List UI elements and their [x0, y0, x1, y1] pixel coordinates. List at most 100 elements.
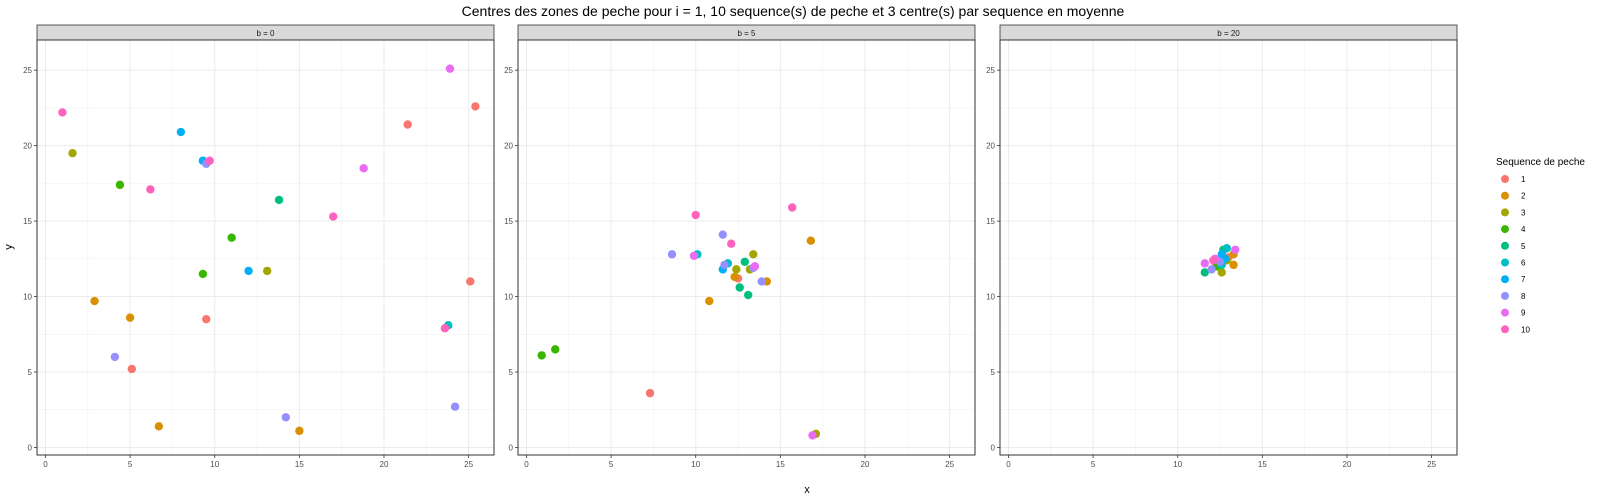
data-point — [720, 260, 729, 270]
legend-key — [1501, 258, 1509, 267]
facet-panel-2: b = 20 0 5 10 15 20 25 0 5 10 15 20 25 — [986, 24, 1458, 469]
data-point — [440, 324, 450, 333]
chart-title: Centres des zones de peche pour i = 1, 1… — [462, 3, 1125, 19]
data-point — [806, 236, 816, 245]
data-point — [110, 352, 120, 362]
legend-label: 5 — [1521, 242, 1526, 251]
legend-label: 1 — [1521, 175, 1526, 184]
x-tick-label: 25 — [1427, 460, 1436, 469]
data-point — [1200, 259, 1210, 268]
data-point — [1217, 268, 1226, 277]
data-point — [732, 265, 741, 274]
data-point — [691, 210, 700, 220]
data-point — [551, 345, 560, 354]
y-tick-label: 15 — [504, 217, 513, 226]
y-tick-label: 20 — [504, 142, 513, 151]
data-point — [667, 250, 677, 259]
data-point — [750, 262, 760, 271]
panel-border — [36, 39, 495, 456]
x-tick-label: 10 — [1173, 460, 1182, 469]
y-tick-label: 20 — [23, 142, 32, 151]
legend-label: 2 — [1521, 192, 1526, 201]
data-point — [58, 108, 67, 117]
legend-label: 10 — [1521, 325, 1530, 334]
panel-background — [37, 40, 494, 455]
data-point — [450, 402, 460, 411]
data-point — [68, 148, 77, 158]
legend-title: Sequence de peche — [1496, 157, 1585, 168]
data-point — [1217, 250, 1226, 259]
x-tick-label: 25 — [464, 460, 473, 469]
data-point — [262, 266, 272, 276]
panel-border — [517, 39, 976, 456]
data-point — [154, 422, 164, 431]
data-point — [740, 257, 750, 267]
legend-label: 9 — [1521, 309, 1526, 318]
x-tick-label: 20 — [861, 460, 870, 469]
data-point — [202, 314, 211, 324]
y-tick-label: 10 — [23, 293, 32, 302]
x-tick-label: 25 — [945, 460, 954, 469]
legend-label: 8 — [1521, 292, 1526, 301]
data-point — [718, 230, 728, 239]
data-point — [471, 102, 480, 111]
y-tick-label: 25 — [23, 66, 32, 75]
data-point — [281, 413, 291, 422]
x-tick-label: 0 — [1006, 460, 1011, 469]
data-point — [1209, 256, 1218, 265]
y-tick-label: 5 — [991, 368, 996, 377]
x-tick-label: 0 — [43, 460, 48, 469]
data-point — [466, 277, 475, 286]
data-point — [227, 233, 236, 242]
facet-panels: b = 0 0 5 10 15 20 25 0 5 10 15 20 25 b = 5 0 5 10 15 20 25… — [23, 24, 1458, 469]
data-point — [727, 239, 736, 248]
data-point — [705, 296, 714, 306]
data-point — [808, 431, 817, 440]
data-point — [537, 351, 546, 360]
data-point — [735, 283, 744, 292]
x-tick-label: 20 — [1343, 460, 1352, 469]
data-point — [1222, 244, 1232, 253]
data-point — [127, 364, 136, 374]
y-tick-label: 0 — [991, 443, 996, 452]
y-tick-label: 15 — [986, 217, 995, 226]
y-tick-label: 20 — [986, 142, 995, 151]
legend-key — [1501, 291, 1509, 300]
legend-key — [1501, 175, 1509, 183]
legend-label: 6 — [1521, 259, 1526, 268]
data-point — [743, 290, 753, 300]
x-tick-label: 10 — [691, 460, 700, 469]
y-tick-label: 0 — [28, 443, 33, 452]
x-axis-title: x — [804, 484, 810, 496]
y-axis-title: y — [3, 244, 15, 250]
y-tick-label: 5 — [509, 368, 514, 377]
y-tick-label: 25 — [986, 66, 995, 75]
data-point — [403, 120, 412, 129]
y-tick-label: 25 — [504, 66, 513, 75]
x-tick-label: 5 — [128, 460, 133, 469]
data-point — [125, 313, 135, 322]
x-tick-label: 15 — [1258, 460, 1267, 469]
data-point — [757, 277, 766, 286]
y-tick-label: 15 — [23, 217, 32, 226]
legend-key — [1501, 325, 1509, 334]
legend-entries: 1 2 3 4 5 6 7 8 9 10 — [1501, 175, 1530, 334]
data-point — [1207, 265, 1216, 274]
x-tick-label: 20 — [380, 460, 389, 469]
data-point — [1231, 245, 1240, 254]
legend-key — [1501, 275, 1509, 284]
facet-panel-0: b = 0 0 5 10 15 20 25 0 5 10 15 20 25 — [23, 24, 495, 469]
legend-label: 4 — [1521, 225, 1526, 234]
data-point — [146, 185, 155, 194]
data-point — [645, 388, 655, 398]
facet-panel-1: b = 5 0 5 10 15 20 25 0 5 10 15 20 25 — [504, 24, 976, 469]
legend-key — [1501, 191, 1509, 200]
data-point — [329, 212, 338, 221]
data-point — [1200, 268, 1210, 277]
data-point — [788, 203, 797, 212]
x-tick-label: 15 — [776, 460, 785, 469]
y-tick-label: 10 — [504, 293, 513, 302]
x-tick-label: 5 — [609, 460, 614, 469]
facet-strip-label: b = 20 — [1217, 29, 1240, 38]
facet-strip-label: b = 0 — [256, 29, 275, 38]
